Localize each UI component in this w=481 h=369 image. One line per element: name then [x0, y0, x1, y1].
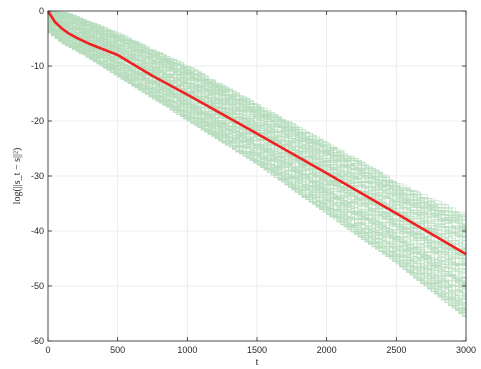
x-tick-label: 2500 [386, 345, 406, 355]
x-axis-label: t [256, 357, 259, 368]
y-tick-label: -20 [31, 116, 44, 126]
run-line [47, 16, 467, 244]
tick-labels: 0 500 1000 1500 2000 2500 3000 0 -10 -20 -30 -40 -50… [31, 6, 476, 355]
mean-series [46, 10, 467, 256]
axes [47, 10, 467, 342]
y-tick-label: -30 [31, 171, 44, 181]
mean-line [46, 10, 467, 256]
y-tick-label: -60 [31, 336, 44, 346]
x-tick-label: 2000 [317, 345, 337, 355]
run-line [47, 14, 467, 233]
run-line [47, 24, 467, 282]
y-tick-label: -50 [31, 281, 44, 291]
run-line [47, 28, 466, 298]
x-tick-label: 1000 [177, 345, 197, 355]
run-line [47, 32, 467, 318]
x-tick-label: 500 [110, 345, 125, 355]
y-tick-label: -10 [31, 61, 44, 71]
trajectory-runs [47, 10, 467, 319]
x-tick-label: 0 [45, 345, 50, 355]
run-line [47, 12, 466, 225]
y-axis-label: log(||s_t − s||²) [12, 148, 23, 205]
run-line [47, 26, 466, 291]
run-line [47, 30, 467, 310]
y-tick-label: 0 [39, 6, 44, 16]
x-tick-label: 3000 [456, 345, 476, 355]
y-tick-label: -40 [31, 226, 44, 236]
x-tick-label: 1500 [247, 345, 267, 355]
